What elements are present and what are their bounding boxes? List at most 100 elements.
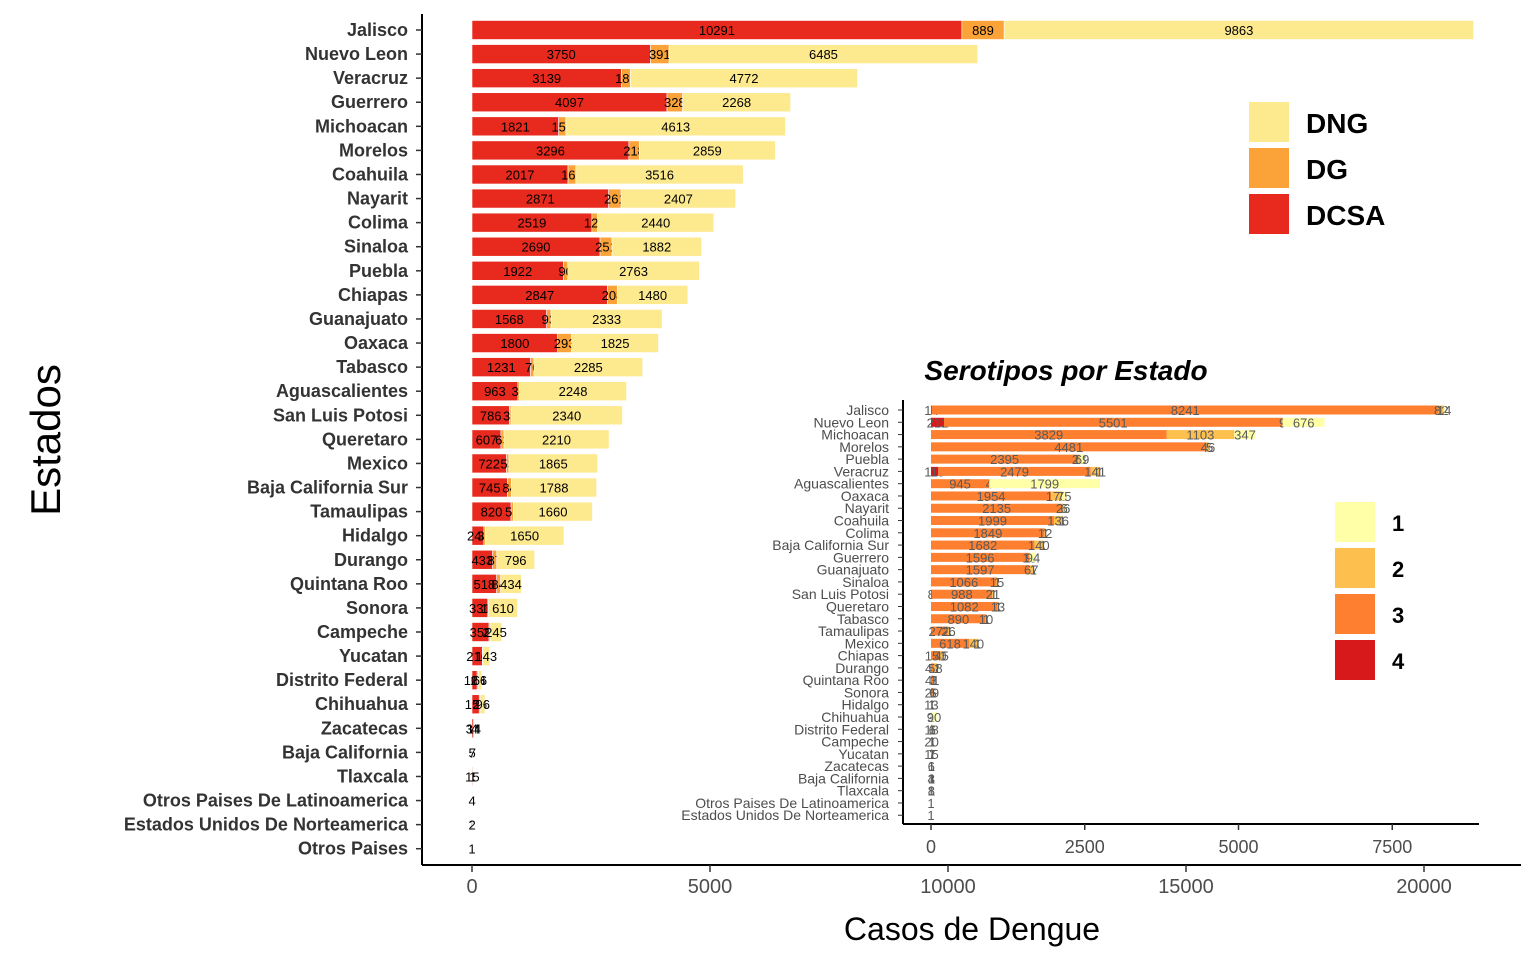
inset-data-label-1-campeche: 1 [929, 735, 936, 750]
inset-legend-label-2: 2 [1392, 557, 1404, 582]
inset-bar-3-distrito-federal [931, 724, 933, 734]
data-label-dng-baja-california-sur: 1788 [540, 481, 569, 496]
y-tick-label-guerrero: Guerrero [331, 92, 408, 112]
inset-data-label-3-distrito-federal: 18 [924, 722, 938, 737]
data-label-dng-tamaulipas: 1660 [539, 505, 568, 520]
inset-bar-1-nuevo-leon [1282, 417, 1325, 427]
x-tick-label-15000: 15000 [1158, 876, 1214, 898]
data-label-dcsa-hidalgo: 248 [467, 529, 489, 544]
inset-data-label-2-campeche: 1 [929, 735, 936, 750]
inset-data-label-2-baja-california: 3 [928, 771, 935, 786]
data-label-dng-chiapas: 1480 [638, 288, 667, 303]
inset-y-tick-label-guanajuato: Guanajuato [817, 562, 890, 578]
inset-data-label-1-nayarit: 6 [1060, 501, 1067, 516]
inset-y-tick-label-quintana-roo: Quintana Roo [803, 672, 890, 688]
data-label-dcsa-quintana-roo: 518 [473, 577, 495, 592]
y-tick-label-baja-california: Baja California [282, 742, 409, 762]
inset-data-label-3-nayarit: 2135 [982, 501, 1011, 516]
inset-data-label-1-baja-california: 1 [928, 771, 935, 786]
bar-dng-baja-california-sur [511, 477, 597, 498]
data-label-dng-puebla: 2763 [619, 264, 648, 279]
inset-data-label-3-morelos: 4481 [1054, 440, 1083, 455]
inset-data-label-1-sinaloa: 1 [994, 575, 1001, 590]
inset-y-tick-label-puebla: Puebla [845, 451, 889, 467]
y-tick-label-puebla: Puebla [349, 261, 409, 281]
data-label-dcsa-durango: 433 [471, 553, 493, 568]
data-label-dcsa-jalisco: 10291 [699, 23, 735, 38]
legend-label-dng: DNG [1306, 108, 1368, 139]
bar-dng-michoacan [565, 116, 786, 137]
y-tick-label-otros-paises: Otros Paises [298, 839, 408, 859]
inset-legend: 1 2 3 4 [1335, 502, 1405, 680]
x-tick-label-20000: 20000 [1396, 876, 1452, 898]
data-label-dng-guerrero: 2268 [722, 95, 751, 110]
inset-data-label-2-michoacan: 1103 [1186, 428, 1214, 443]
inset-bar-1-nayarit [1063, 503, 1065, 513]
inset-data-label-2-chihuahua: 1 [928, 710, 935, 725]
data-label-dng-coahuila: 3516 [645, 167, 674, 182]
inset-data-label-3-guanajuato: 1597 [966, 563, 995, 578]
bar-dg-estados-unidos-de-norteamerica [471, 814, 473, 835]
inset-data-label-1-coahuila: 1 [1059, 514, 1066, 529]
inset-data-label-2-yucatan: 7 [929, 747, 936, 762]
inset-data-label-2-hidalgo: 1 [928, 698, 935, 713]
inset-y-tick-label-colima: Colima [845, 525, 889, 541]
data-label-dg-zacatecas: 14 [467, 721, 481, 736]
inset-data-label-2-aguascalientes: 4 [986, 477, 993, 492]
inset-x-tick-label-7500: 7500 [1372, 837, 1412, 857]
inset-data-label-1-nuevo-leon: 676 [1293, 415, 1315, 430]
inset-bar-2-san-luis-potosi [992, 589, 994, 599]
inset-bar-3-estados-unidos-de-norteamerica [931, 810, 932, 820]
inset-legend-swatch-4 [1335, 640, 1375, 680]
bar-dng-sinaloa [611, 236, 702, 257]
inset-data-label-1-baja-california-sur: 1 [1039, 538, 1046, 553]
inset-data-label-2-veracruz: 141 [1084, 464, 1106, 479]
bar-dng-yucatan [482, 646, 491, 666]
inset-data-label-3-baja-california-sur: 1682 [968, 538, 997, 553]
inset-data-label-3-estados-unidos-de-norteamerica: 1 [927, 808, 934, 823]
inset-bar-3-oaxaca [931, 491, 1052, 501]
y-tick-label-durango: Durango [334, 550, 408, 570]
y-tick-label-coahuila: Coahuila [332, 164, 409, 184]
y-tick-label-quintana-roo: Quintana Roo [290, 574, 408, 594]
inset-data-label-1-durango: 1 [934, 661, 941, 676]
inset-data-label-3-otros-paises-de-latinoamerica: 1 [927, 796, 934, 811]
data-label-dcsa-sonora: 331 [469, 601, 491, 616]
inset-data-label-1-morelos: 5 [1206, 440, 1213, 455]
data-label-dcsa-morelos: 3296 [536, 143, 565, 158]
data-label-dcsa-otros-paises-de-latinoamerica: 4 [468, 794, 475, 809]
inset-bar-3-colima [931, 528, 1045, 538]
inset-data-label-1-sonora: 1 [930, 685, 937, 700]
inset-bar-4-veracruz [931, 466, 939, 476]
inset-data-label-1-veracruz: 1 [1096, 464, 1103, 479]
data-label-dng-san-luis-potosi: 2340 [552, 408, 581, 423]
inset-y-tick-label-zacatecas: Zacatecas [824, 758, 889, 774]
y-tick-label-colima: Colima [348, 213, 409, 233]
inset-data-label-3-aguascalientes: 945 [949, 477, 971, 492]
inset-data-label-1-guerrero: 94 [1026, 550, 1040, 565]
data-label-dng-aguascalientes: 2248 [559, 384, 588, 399]
inset-bar-2-yucatan [931, 749, 933, 759]
inset-data-label-1-aguascalientes: 1799 [1030, 477, 1059, 492]
inset-data-label-2-zacatecas: 1 [928, 759, 935, 774]
inset-bar-1-chihuahua [931, 712, 937, 722]
inset-bar-3-otros-paises-de-latinoamerica [931, 798, 932, 808]
inset-y-tick-label-campeche: Campeche [821, 734, 889, 750]
inset-bar-4-san-luis-potosi [931, 589, 932, 599]
bar-dng-hidalgo [485, 525, 565, 546]
inset-bar-3-guanajuato [931, 565, 1030, 575]
inset-data-label-1-quintana-roo: 1 [930, 673, 937, 688]
inset-data-label-3-mexico: 618 [939, 636, 961, 651]
y-tick-label-nayarit: Nayarit [347, 189, 408, 209]
y-tick-label-chiapas: Chiapas [338, 285, 408, 305]
inset-bar-3-michoacan [931, 430, 1167, 440]
inset-data-label-3-queretaro: 1082 [950, 599, 979, 614]
inset-data-label-3-puebla: 2395 [990, 452, 1019, 467]
inset-bar-2-sonora [932, 687, 934, 697]
data-label-dng-mexico: 1865 [539, 456, 568, 471]
data-label-dcsa-colima: 2519 [517, 216, 546, 231]
data-label-dng-sinaloa: 1882 [642, 240, 671, 255]
inset-bar-1-morelos [1209, 442, 1210, 452]
data-label-dng-chihuahua: 96 [476, 697, 490, 712]
y-tick-label-oaxaca: Oaxaca [344, 333, 409, 353]
